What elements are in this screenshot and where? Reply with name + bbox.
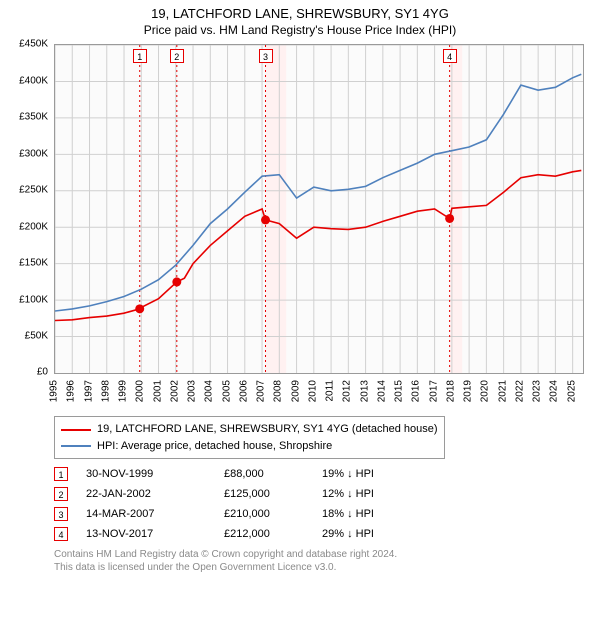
chart: £0 £50K £100K £150K £200K £250K £300K £350K £400… <box>10 44 590 414</box>
y-tick-label: £150K <box>19 258 48 269</box>
sales-date: 14-MAR-2007 <box>86 508 206 520</box>
sales-table: 1 30-NOV-1999 £88,000 19% ↓ HPI 2 22-JAN-2002… <box>54 465 590 545</box>
sales-price: £212,000 <box>224 528 304 540</box>
x-tick-label: 2016 <box>411 380 422 402</box>
legend-label: 19, LATCHFORD LANE, SHREWSBURY, SY1 4YG … <box>97 421 438 438</box>
x-tick-label: 1995 <box>49 380 60 402</box>
sales-marker: 4 <box>54 527 68 541</box>
event-marker: 1 <box>133 49 147 63</box>
legend: 19, LATCHFORD LANE, SHREWSBURY, SY1 4YG … <box>54 416 445 459</box>
y-tick-label: £450K <box>19 39 48 50</box>
x-tick-label: 1998 <box>100 380 111 402</box>
y-tick-label: £200K <box>19 221 48 232</box>
legend-item: 19, LATCHFORD LANE, SHREWSBURY, SY1 4YG … <box>61 421 438 438</box>
page: 19, LATCHFORD LANE, SHREWSBURY, SY1 4YG … <box>0 0 600 620</box>
event-marker: 4 <box>443 49 457 63</box>
chart-title: 19, LATCHFORD LANE, SHREWSBURY, SY1 4YG <box>10 6 590 23</box>
y-tick-label: £0 <box>37 367 48 378</box>
sales-row: 4 13-NOV-2017 £212,000 29% ↓ HPI <box>54 525 590 545</box>
x-tick-label: 2005 <box>221 380 232 402</box>
x-tick-label: 2024 <box>549 380 560 402</box>
event-marker: 2 <box>170 49 184 63</box>
x-tick-label: 2003 <box>187 380 198 402</box>
x-tick-label: 2022 <box>514 380 525 402</box>
sales-row: 3 14-MAR-2007 £210,000 18% ↓ HPI <box>54 505 590 525</box>
legend-label: HPI: Average price, detached house, Shro… <box>97 438 332 455</box>
x-tick-label: 2013 <box>359 380 370 402</box>
x-tick-label: 2023 <box>532 380 543 402</box>
sales-price: £125,000 <box>224 488 304 500</box>
sales-diff: 29% ↓ HPI <box>322 528 412 540</box>
x-tick-label: 2019 <box>463 380 474 402</box>
sales-diff: 19% ↓ HPI <box>322 468 412 480</box>
x-tick-label: 2008 <box>273 380 284 402</box>
sales-diff: 18% ↓ HPI <box>322 508 412 520</box>
footnote-line: Contains HM Land Registry data © Crown c… <box>54 549 590 562</box>
y-tick-label: £300K <box>19 148 48 159</box>
x-tick-label: 2020 <box>480 380 491 402</box>
y-axis: £0£50K£100K£150K£200K£250K£300K£350K£400… <box>10 44 50 374</box>
x-tick-label: 1997 <box>83 380 94 402</box>
y-tick-label: £350K <box>19 112 48 123</box>
x-tick-label: 2015 <box>394 380 405 402</box>
x-tick-label: 2017 <box>428 380 439 402</box>
chart-subtitle: Price paid vs. HM Land Registry's House … <box>10 23 590 39</box>
sales-date: 30-NOV-1999 <box>86 468 206 480</box>
sales-price: £88,000 <box>224 468 304 480</box>
x-tick-label: 1996 <box>66 380 77 402</box>
plot-area: 1 2 3 4 <box>54 44 584 374</box>
sales-diff: 12% ↓ HPI <box>322 488 412 500</box>
sales-marker: 3 <box>54 507 68 521</box>
x-tick-label: 1999 <box>118 380 129 402</box>
sales-row: 1 30-NOV-1999 £88,000 19% ↓ HPI <box>54 465 590 485</box>
legend-swatch <box>61 429 91 431</box>
x-tick-label: 2009 <box>290 380 301 402</box>
x-tick-label: 2002 <box>169 380 180 402</box>
x-tick-label: 2012 <box>342 380 353 402</box>
footnote-line: This data is licensed under the Open Gov… <box>54 562 590 575</box>
x-tick-label: 2021 <box>497 380 508 402</box>
sales-date: 22-JAN-2002 <box>86 488 206 500</box>
x-tick-label: 2007 <box>256 380 267 402</box>
sales-row: 2 22-JAN-2002 £125,000 12% ↓ HPI <box>54 485 590 505</box>
sales-price: £210,000 <box>224 508 304 520</box>
x-tick-label: 2010 <box>307 380 318 402</box>
event-marker: 3 <box>259 49 273 63</box>
sales-date: 13-NOV-2017 <box>86 528 206 540</box>
legend-item: HPI: Average price, detached house, Shro… <box>61 438 438 455</box>
x-axis: 1995199619971998199920002001200220032004… <box>54 376 584 416</box>
x-tick-label: 2018 <box>445 380 456 402</box>
footnote: Contains HM Land Registry data © Crown c… <box>54 549 590 574</box>
x-tick-label: 2001 <box>152 380 163 402</box>
y-tick-label: £400K <box>19 75 48 86</box>
x-tick-label: 2006 <box>238 380 249 402</box>
x-tick-label: 2000 <box>135 380 146 402</box>
legend-swatch <box>61 445 91 447</box>
x-tick-label: 2014 <box>376 380 387 402</box>
y-tick-label: £250K <box>19 185 48 196</box>
x-tick-label: 2025 <box>566 380 577 402</box>
y-tick-label: £50K <box>25 331 48 342</box>
sales-marker: 2 <box>54 487 68 501</box>
y-tick-label: £100K <box>19 294 48 305</box>
sales-marker: 1 <box>54 467 68 481</box>
x-tick-label: 2011 <box>325 380 336 402</box>
x-tick-label: 2004 <box>204 380 215 402</box>
